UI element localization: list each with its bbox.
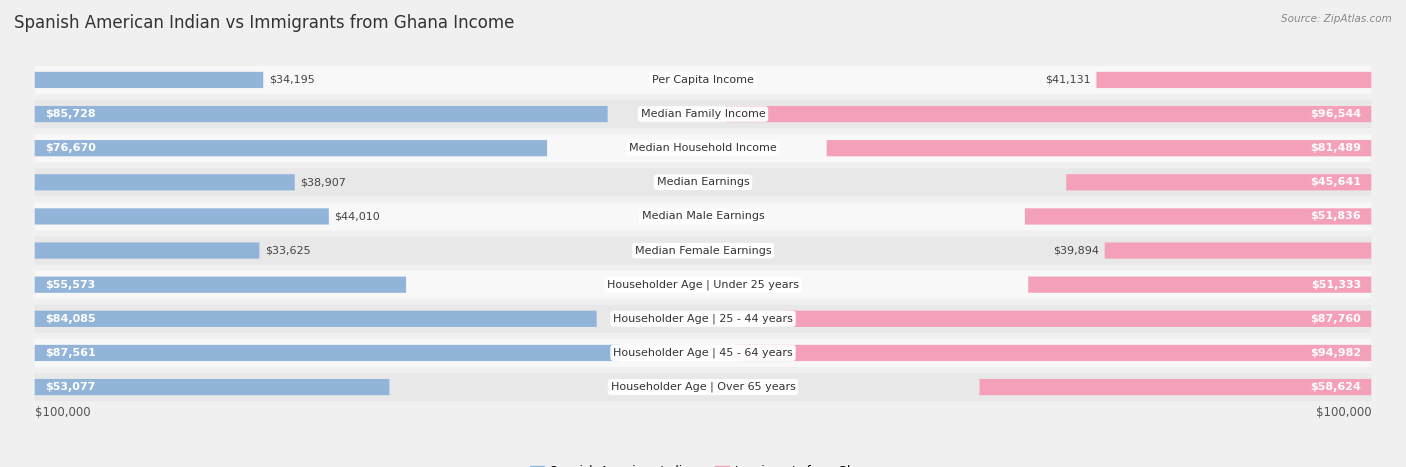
FancyBboxPatch shape — [35, 345, 620, 361]
FancyBboxPatch shape — [737, 345, 1371, 361]
Text: $100,000: $100,000 — [35, 406, 90, 419]
FancyBboxPatch shape — [35, 276, 406, 293]
FancyBboxPatch shape — [35, 271, 1371, 299]
Text: $85,728: $85,728 — [45, 109, 96, 119]
FancyBboxPatch shape — [1028, 276, 1371, 293]
FancyBboxPatch shape — [725, 106, 1371, 122]
FancyBboxPatch shape — [35, 66, 1371, 94]
FancyBboxPatch shape — [827, 140, 1371, 156]
Text: Householder Age | 45 - 64 years: Householder Age | 45 - 64 years — [613, 348, 793, 358]
FancyBboxPatch shape — [35, 203, 1371, 230]
FancyBboxPatch shape — [35, 208, 329, 225]
Text: $34,195: $34,195 — [269, 75, 315, 85]
FancyBboxPatch shape — [35, 237, 1371, 264]
FancyBboxPatch shape — [35, 339, 1371, 367]
Text: $76,670: $76,670 — [45, 143, 96, 153]
FancyBboxPatch shape — [35, 242, 260, 259]
FancyBboxPatch shape — [35, 140, 547, 156]
Text: $96,544: $96,544 — [1310, 109, 1361, 119]
FancyBboxPatch shape — [35, 168, 1371, 196]
Text: $100,000: $100,000 — [1316, 406, 1371, 419]
FancyBboxPatch shape — [35, 100, 1371, 128]
Text: Median Earnings: Median Earnings — [657, 177, 749, 187]
Text: $45,641: $45,641 — [1310, 177, 1361, 187]
Text: $94,982: $94,982 — [1310, 348, 1361, 358]
FancyBboxPatch shape — [35, 134, 1371, 162]
FancyBboxPatch shape — [980, 379, 1371, 395]
Text: $53,077: $53,077 — [45, 382, 96, 392]
Text: $55,573: $55,573 — [45, 280, 96, 290]
FancyBboxPatch shape — [35, 305, 1371, 333]
Text: Householder Age | Over 65 years: Householder Age | Over 65 years — [610, 382, 796, 392]
Legend: Spanish American Indian, Immigrants from Ghana: Spanish American Indian, Immigrants from… — [526, 460, 880, 467]
Text: $58,624: $58,624 — [1310, 382, 1361, 392]
FancyBboxPatch shape — [35, 72, 263, 88]
Text: $81,489: $81,489 — [1310, 143, 1361, 153]
FancyBboxPatch shape — [1066, 174, 1371, 191]
FancyBboxPatch shape — [1097, 72, 1371, 88]
FancyBboxPatch shape — [35, 311, 596, 327]
Text: $84,085: $84,085 — [45, 314, 96, 324]
Text: Median Family Income: Median Family Income — [641, 109, 765, 119]
FancyBboxPatch shape — [1105, 242, 1371, 259]
Text: Source: ZipAtlas.com: Source: ZipAtlas.com — [1281, 14, 1392, 24]
Text: $51,333: $51,333 — [1310, 280, 1361, 290]
Text: $33,625: $33,625 — [264, 246, 311, 255]
FancyBboxPatch shape — [35, 106, 607, 122]
Text: $41,131: $41,131 — [1045, 75, 1091, 85]
Text: Spanish American Indian vs Immigrants from Ghana Income: Spanish American Indian vs Immigrants fr… — [14, 14, 515, 32]
FancyBboxPatch shape — [1025, 208, 1371, 225]
FancyBboxPatch shape — [35, 174, 295, 191]
FancyBboxPatch shape — [35, 379, 389, 395]
Text: Householder Age | Under 25 years: Householder Age | Under 25 years — [607, 279, 799, 290]
Text: Per Capita Income: Per Capita Income — [652, 75, 754, 85]
FancyBboxPatch shape — [35, 373, 1371, 401]
Text: $87,561: $87,561 — [45, 348, 96, 358]
Text: $38,907: $38,907 — [301, 177, 346, 187]
Text: Median Female Earnings: Median Female Earnings — [634, 246, 772, 255]
Text: $39,894: $39,894 — [1053, 246, 1099, 255]
FancyBboxPatch shape — [785, 311, 1371, 327]
Text: $87,760: $87,760 — [1310, 314, 1361, 324]
Text: Median Household Income: Median Household Income — [628, 143, 778, 153]
Text: $44,010: $44,010 — [335, 212, 380, 221]
Text: $51,836: $51,836 — [1310, 212, 1361, 221]
Text: Median Male Earnings: Median Male Earnings — [641, 212, 765, 221]
Text: Householder Age | 25 - 44 years: Householder Age | 25 - 44 years — [613, 313, 793, 324]
